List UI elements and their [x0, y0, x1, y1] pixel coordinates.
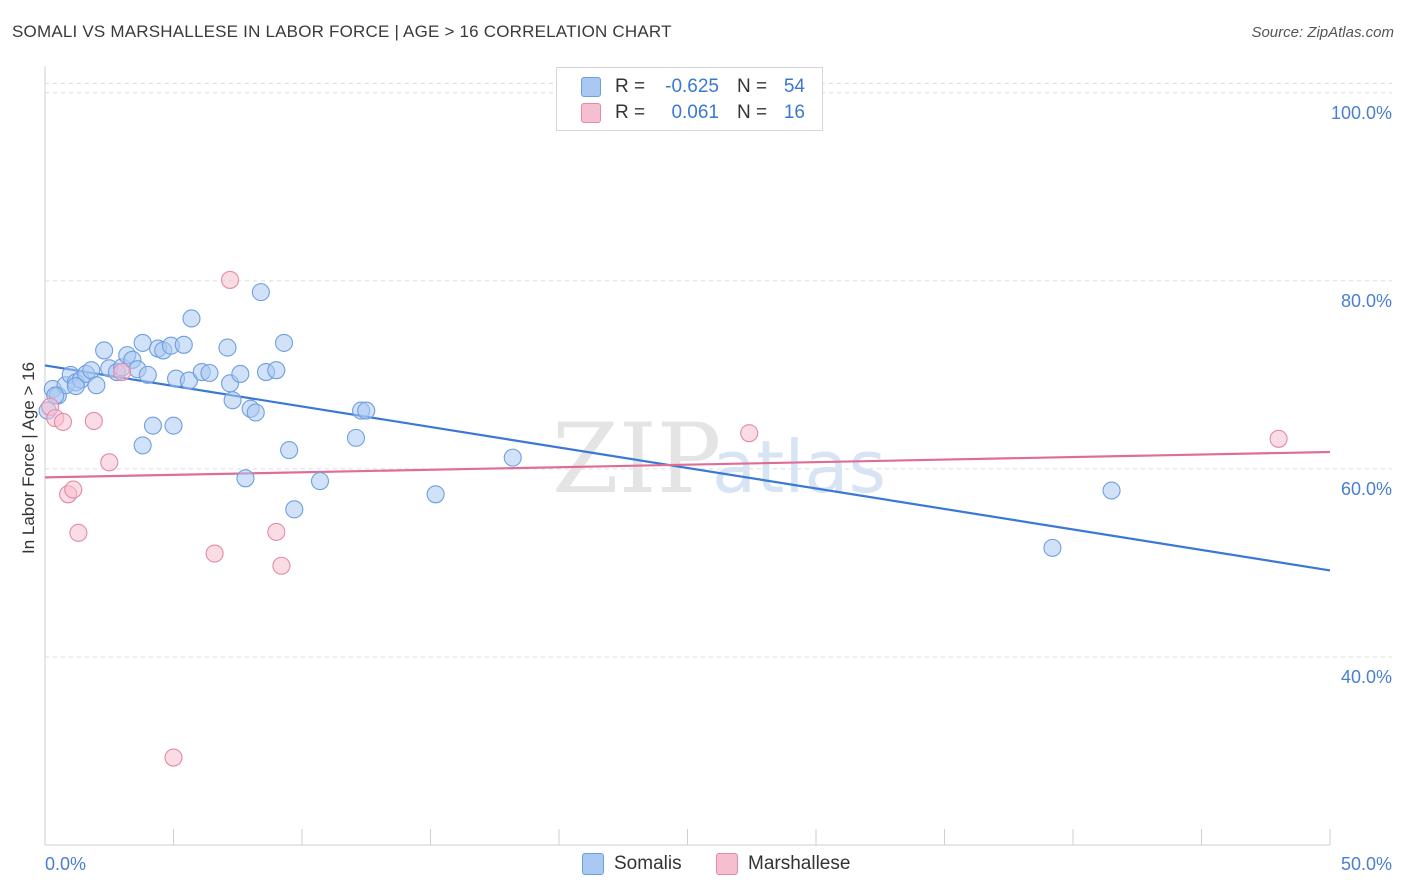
bottom-legend-swatch-marshallese: [716, 853, 738, 875]
point-marshallese: [267, 522, 286, 541]
legend-row-marshallese: R = 0.061 N = 16: [581, 101, 805, 125]
point-marshallese: [84, 411, 103, 431]
y-tick-labels: 40.0% 60.0% 80.0% 100.0%: [1331, 103, 1392, 687]
point-somalis: [503, 448, 522, 467]
point-somalis: [133, 436, 152, 455]
point-somalis: [357, 401, 376, 420]
point-somalis: [1102, 481, 1121, 500]
point-marshallese: [64, 480, 83, 499]
point-somalis: [426, 485, 445, 504]
point-marshallese: [113, 363, 132, 382]
point-somalis: [251, 283, 270, 302]
legend-n-value: 54: [783, 76, 805, 97]
trendline-marshallese: [44, 450, 1331, 479]
y-axis-label: In Labor Force | Age > 16: [19, 362, 38, 554]
point-somalis: [346, 428, 366, 447]
point-somalis: [179, 371, 198, 390]
bottom-legend-label-marshallese: Marshallese: [748, 853, 851, 874]
y-tick-label: 40.0%: [1341, 667, 1392, 687]
point-somalis: [138, 365, 157, 384]
point-marshallese: [740, 424, 759, 443]
point-somalis: [267, 361, 286, 380]
point-somalis: [87, 376, 106, 395]
bottom-legend-label-somalis: Somalis: [614, 853, 682, 874]
point-somalis: [218, 338, 237, 357]
point-marshallese: [69, 523, 88, 542]
point-somalis: [182, 309, 201, 328]
point-somalis: [280, 441, 299, 460]
point-somalis: [236, 469, 255, 488]
x-tick-label: 50.0%: [1341, 854, 1392, 874]
x-tick-labels: 0.0% 50.0%: [45, 854, 1392, 874]
point-somalis: [223, 391, 242, 410]
legend-r-value: 0.061: [671, 102, 719, 123]
point-marshallese: [205, 544, 224, 563]
chart-title: SOMALI VS MARSHALLESE IN LABOR FORCE | A…: [12, 22, 672, 41]
point-marshallese: [100, 453, 119, 472]
correlation-legend: R = -0.625 N = 54 R = 0.061 N = 16: [556, 67, 823, 131]
point-marshallese: [1269, 429, 1288, 448]
legend-n-label: N =: [737, 76, 768, 97]
legend-n-label: N =: [737, 102, 768, 123]
bottom-legend-swatch-somalis: [582, 853, 604, 875]
point-marshallese: [164, 748, 183, 767]
y-tick-label: 60.0%: [1341, 479, 1392, 499]
point-somalis: [200, 363, 219, 383]
legend-n-value: 16: [783, 102, 805, 123]
x-tick-label: 0.0%: [45, 854, 86, 874]
legend-r-label: R =: [615, 102, 646, 123]
point-somalis: [285, 500, 304, 519]
point-somalis: [66, 377, 85, 396]
point-somalis: [274, 333, 294, 352]
legend-swatch-marshallese: [581, 103, 601, 123]
point-somalis: [310, 472, 330, 491]
point-marshallese: [220, 270, 240, 289]
y-tick-label: 100.0%: [1331, 103, 1392, 123]
point-somalis: [82, 361, 101, 380]
y-tick-label: 80.0%: [1341, 291, 1392, 311]
point-somalis: [95, 341, 114, 360]
bottom-legend-marshallese: Marshallese: [716, 852, 850, 876]
legend-r-label: R =: [615, 76, 646, 97]
point-somalis: [164, 416, 183, 435]
point-somalis: [133, 333, 152, 352]
point-marshallese: [272, 556, 291, 575]
legend-r-value: -0.625: [665, 76, 719, 97]
trendline-somalis: [44, 364, 1331, 572]
point-marshallese: [53, 412, 73, 431]
point-somalis: [174, 335, 193, 354]
point-somalis: [143, 416, 162, 435]
legend-row-somalis: R = -0.625 N = 54: [581, 75, 805, 99]
trendlines: [44, 364, 1331, 572]
bottom-legend-somalis: Somalis: [582, 852, 682, 876]
point-somalis: [246, 403, 265, 422]
data-points: [38, 270, 1288, 767]
legend-swatch-somalis: [581, 77, 601, 97]
point-somalis: [1043, 538, 1062, 557]
source-note: Source: ZipAtlas.com: [1251, 24, 1394, 41]
watermark: ZIP atlas: [552, 403, 886, 515]
point-somalis: [231, 364, 250, 383]
axes: [44, 66, 1331, 846]
